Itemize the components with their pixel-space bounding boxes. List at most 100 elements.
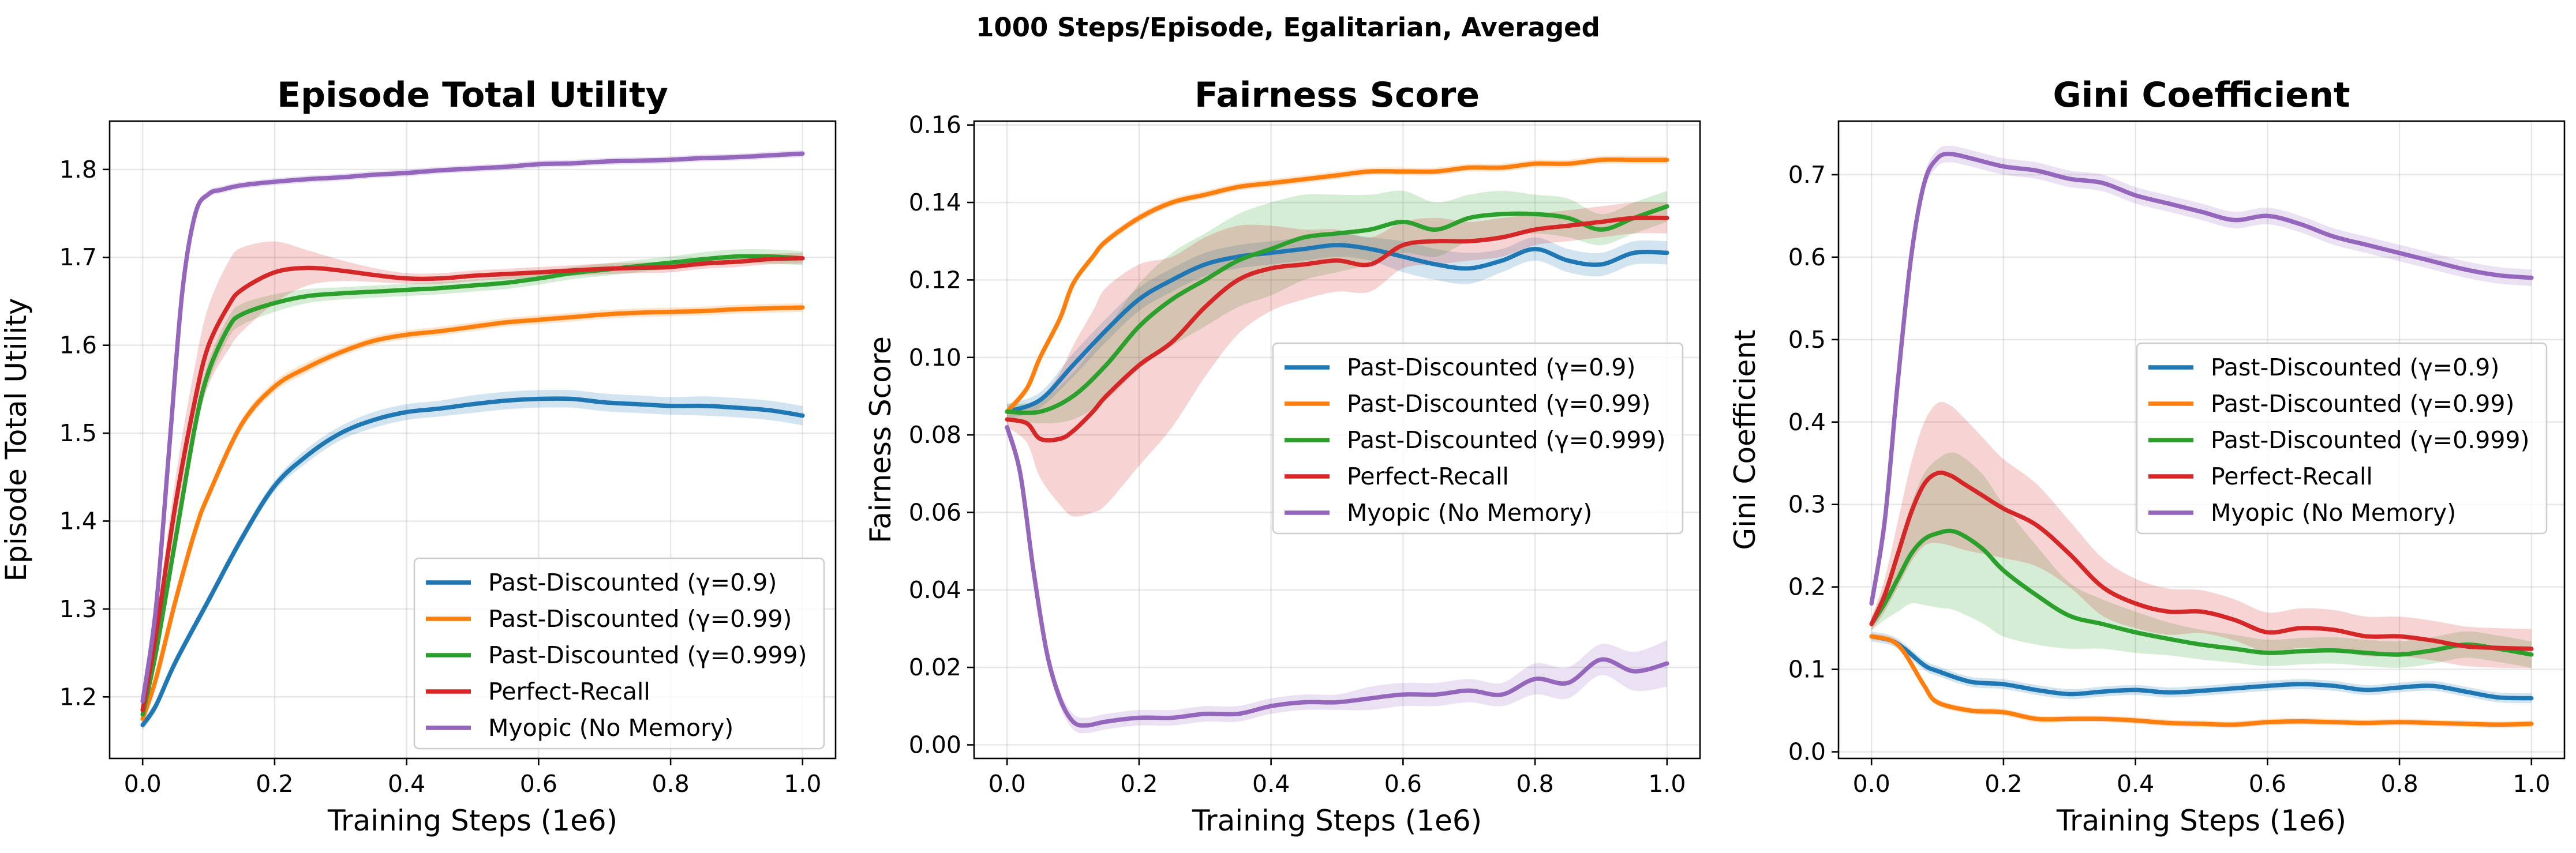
x-tick-label: 0.8 xyxy=(1516,770,1553,798)
x-tick-label: 0.0 xyxy=(989,770,1026,798)
chart-panel-fairness-score: 0.0 0.2 0.4 0.6 0.8 1.0 0.00 0.02 0.04 0.06 0.08 0.… xyxy=(864,75,1701,837)
legend-box xyxy=(2136,342,2548,535)
y-tick-label: 0.14 xyxy=(909,189,961,216)
series-line-past-discounted-0-99 xyxy=(140,305,805,722)
y-tick-label: 0.2 xyxy=(1788,573,1826,601)
y-tick-label: 0.1 xyxy=(1788,656,1826,683)
legend-label: Myopic (No Memory) xyxy=(488,714,733,742)
x-tick-label: 1.0 xyxy=(784,770,821,798)
y-tick-label: 1.4 xyxy=(59,507,97,535)
x-tick-label: 0.2 xyxy=(1120,770,1158,798)
y-tick-label: 0.06 xyxy=(909,498,961,526)
x-tick-label: 0.2 xyxy=(1985,770,2022,798)
y-tick-label: 1.8 xyxy=(59,156,97,183)
legend-label: Past-Discounted (γ=0.999) xyxy=(1347,426,1666,454)
series-line-myopic-no-memory xyxy=(1005,424,1669,728)
confidence-band-perfect-recall xyxy=(1871,401,2532,669)
confidence-band-past-discounted-0-9 xyxy=(1871,631,2532,704)
x-tick-label: 0.8 xyxy=(652,770,689,798)
legend-label: Past-Discounted (γ=0.9) xyxy=(1347,354,1635,381)
x-tick-label: 1.0 xyxy=(1648,770,1686,798)
grid-lines xyxy=(110,121,836,758)
series-line-past-discounted-0-999 xyxy=(1869,528,2534,657)
series-line-past-discounted-0-999 xyxy=(1005,204,1669,415)
x-tick-label: 0.2 xyxy=(256,770,293,798)
y-tick-label: 0.10 xyxy=(909,344,961,371)
x-tick-label: 1.0 xyxy=(2513,770,2550,798)
y-tick-label: 1.7 xyxy=(59,243,97,271)
y-tick-label: 1.3 xyxy=(59,595,97,623)
y-tick-label: 1.5 xyxy=(59,419,97,447)
legend-label: Perfect-Recall xyxy=(488,678,650,705)
legend: Past-Discounted (γ=0.9) Past-Discounted (… xyxy=(1272,342,1684,535)
series-line-past-discounted-0-999 xyxy=(140,254,805,717)
plot-area xyxy=(1869,145,2534,728)
series-line-perfect-recall xyxy=(1869,470,2534,651)
legend: Past-Discounted (γ=0.9) Past-Discounted (… xyxy=(2136,342,2548,535)
legend-label: Perfect-Recall xyxy=(2211,463,2373,490)
plot-area xyxy=(140,150,805,731)
legend-label: Perfect-Recall xyxy=(1347,463,1509,490)
y-axis-label: Episode Total Utility xyxy=(0,298,33,582)
legend-label: Past-Discounted (γ=0.999) xyxy=(2211,426,2530,454)
legend-box xyxy=(413,557,825,750)
series-line-perfect-recall xyxy=(140,256,805,712)
x-tick-label: 0.6 xyxy=(520,770,557,798)
series-line-perfect-recall xyxy=(1005,215,1669,443)
series-line-myopic-no-memory xyxy=(1869,152,2534,606)
y-tick-label: 0.00 xyxy=(909,731,961,758)
y-tick-label: 1.6 xyxy=(59,332,97,359)
y-axis-label: Fairness Score xyxy=(864,336,897,543)
chart-title: Episode Total Utility xyxy=(277,75,668,115)
x-tick-label: 0.8 xyxy=(2380,770,2418,798)
y-tick-label: 0.7 xyxy=(1788,161,1826,189)
legend-label: Past-Discounted (γ=0.9) xyxy=(488,569,777,596)
x-axis-label: Training Steps (1e6) xyxy=(1192,804,1482,837)
confidence-band-past-discounted-0-999 xyxy=(1007,190,1667,423)
series-line-past-discounted-0-99 xyxy=(1005,157,1669,414)
y-tick-label: 1.2 xyxy=(59,683,97,711)
series-line-past-discounted-0-9 xyxy=(1005,243,1669,414)
chart-panel-gini-coefficient: 0.0 0.2 0.4 0.6 0.8 1.0 0.0 0.1 0.2 0.3 0.4 0.5 0.6 0… xyxy=(1728,75,2566,837)
series-line-past-discounted-0-9 xyxy=(1869,634,2534,701)
chart-panels: 0.0 0.2 0.4 0.6 0.8 1.0 1.2 1.3 1.4 1.5 1.6 1.7 1.8 E… xyxy=(0,75,2566,837)
legend-label: Myopic (No Memory) xyxy=(2211,499,2456,527)
legend: Past-Discounted (γ=0.9) Past-Discounted (… xyxy=(413,557,825,750)
x-tick-label: 0.4 xyxy=(1252,770,1290,798)
x-tick-label: 0.6 xyxy=(1384,770,1422,798)
series-line-past-discounted-0-99 xyxy=(1869,634,2534,727)
y-tick-label: 0.4 xyxy=(1788,408,1826,436)
y-tick-label: 0.02 xyxy=(909,653,961,681)
x-tick-label: 0.4 xyxy=(388,770,425,798)
figure-suptitle: 1000 Steps/Episode, Egalitarian, Average… xyxy=(976,12,1600,43)
legend-label: Myopic (No Memory) xyxy=(1347,499,1592,527)
chart-title: Gini Coefficient xyxy=(2053,75,2350,115)
x-tick-label: 0.6 xyxy=(2249,770,2286,798)
legend-label: Past-Discounted (γ=0.9) xyxy=(2211,354,2499,381)
y-axis-label: Gini Coefficient xyxy=(1728,329,1762,550)
plot-area xyxy=(1005,155,1669,734)
legend-label: Past-Discounted (γ=0.999) xyxy=(488,641,807,669)
x-axis-label: Training Steps (1e6) xyxy=(2056,804,2346,837)
y-tick-label: 0.16 xyxy=(909,111,961,139)
y-tick-label: 0.6 xyxy=(1788,243,1826,271)
legend-label: Past-Discounted (γ=0.99) xyxy=(1347,390,1650,418)
axes-frame xyxy=(108,120,837,760)
x-tick-label: 0.0 xyxy=(124,770,162,798)
legend-label: Past-Discounted (γ=0.99) xyxy=(488,605,792,633)
y-tick-label: 0.3 xyxy=(1788,491,1826,518)
y-tick-label: 0.04 xyxy=(909,576,961,604)
axes-frame xyxy=(973,120,1701,760)
x-tick-label: 0.4 xyxy=(2117,770,2154,798)
x-axis-label: Training Steps (1e6) xyxy=(327,804,617,837)
axes-frame xyxy=(1837,120,2566,760)
legend-box xyxy=(1272,342,1684,535)
x-tick-label: 0.0 xyxy=(1853,770,1890,798)
chart-title: Fairness Score xyxy=(1195,75,1480,115)
y-tick-label: 0.12 xyxy=(909,266,961,294)
y-tick-label: 0.5 xyxy=(1788,326,1826,354)
chart-panel-episode-total-utility: 0.0 0.2 0.4 0.6 0.8 1.0 1.2 1.3 1.4 1.5 1.6 1.7 1.8 E… xyxy=(0,75,837,837)
series-line-past-discounted-0-9 xyxy=(140,396,805,727)
series-line-myopic-no-memory xyxy=(140,151,805,704)
